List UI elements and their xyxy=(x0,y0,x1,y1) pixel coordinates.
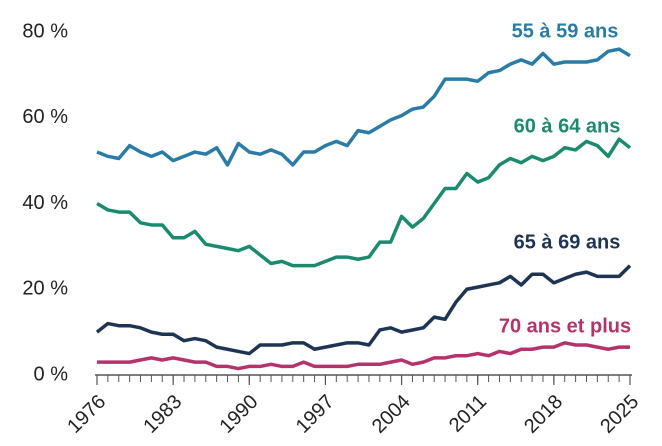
series-label: 55 à 59 ans xyxy=(512,20,619,42)
x-tick-label: 1990 xyxy=(216,391,263,438)
y-tick-label: 80 % xyxy=(22,20,68,42)
y-tick-label: 0 % xyxy=(34,363,69,385)
series-label: 70 ans et plus xyxy=(499,315,631,337)
x-tick-label: 2018 xyxy=(520,391,567,438)
series-label: 65 à 69 ans xyxy=(514,231,621,253)
series-line xyxy=(96,137,632,268)
series-line xyxy=(95,264,632,356)
series-line xyxy=(96,47,631,167)
x-tick-label: 2004 xyxy=(368,391,415,438)
series-label: 60 à 64 ans xyxy=(514,115,621,137)
x-tick-label: 1983 xyxy=(139,391,186,438)
series-line xyxy=(97,341,630,371)
x-tick-label: 2011 xyxy=(445,391,491,437)
x-tick-label: 2025 xyxy=(596,391,643,438)
y-tick-label: 60 % xyxy=(22,106,68,128)
y-tick-label: 20 % xyxy=(22,278,68,300)
x-tick-label: 1976 xyxy=(63,391,110,438)
y-tick-label: 40 % xyxy=(22,192,68,214)
x-tick-label: 1997 xyxy=(292,391,339,438)
